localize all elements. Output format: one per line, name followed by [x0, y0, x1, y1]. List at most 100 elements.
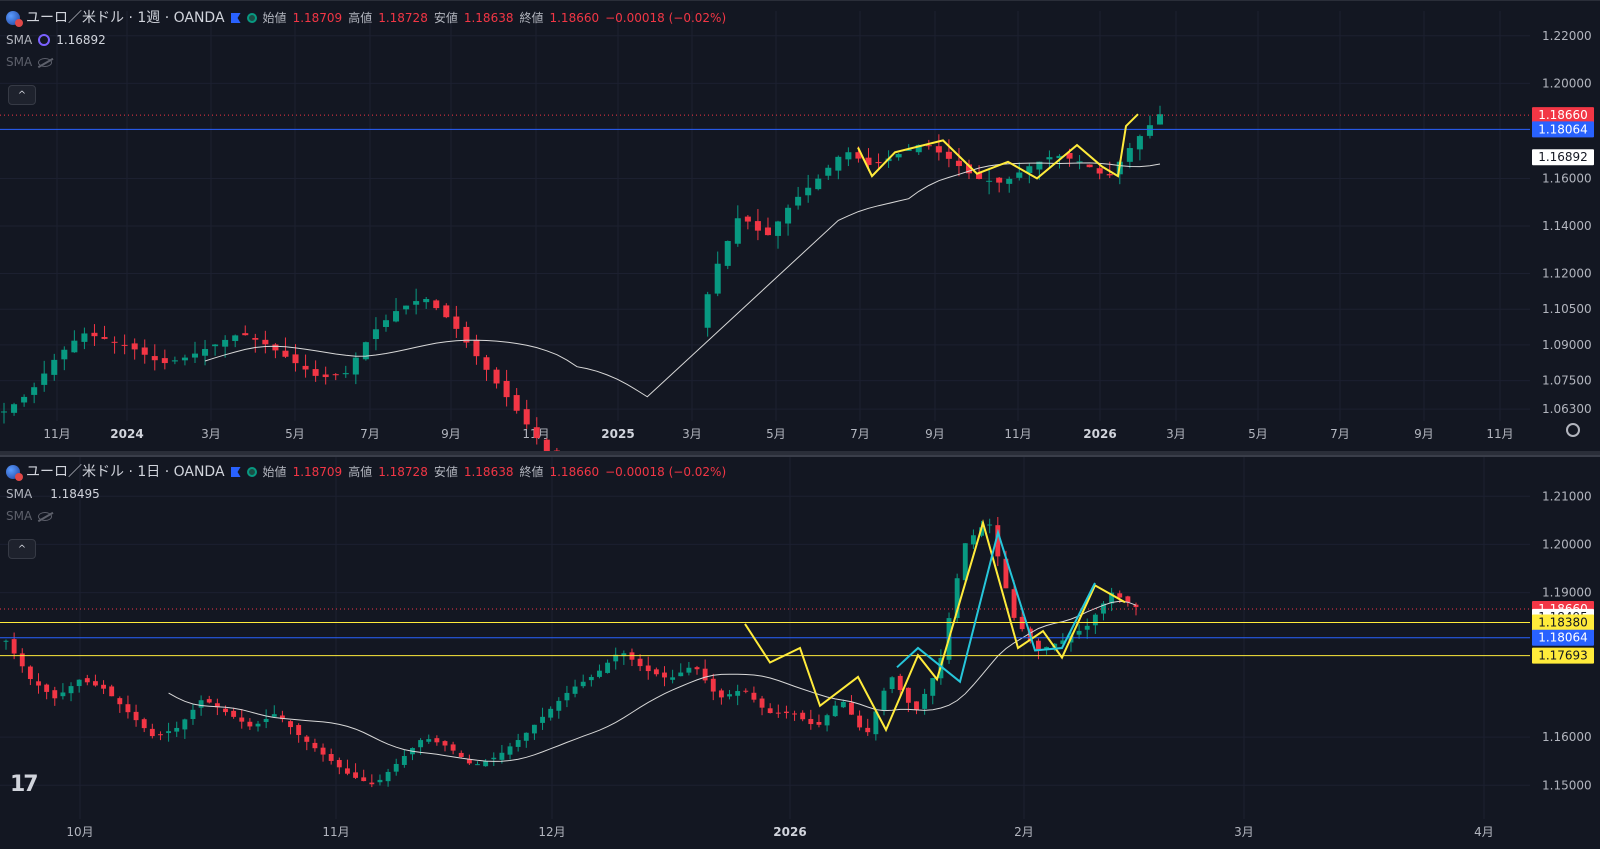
low-value: 1.18638 [463, 465, 514, 479]
candle-body [3, 640, 9, 642]
weekly-chart-pane[interactable]: 1.22000 1.20000 1.16000 1.14000 1.12000 1.105… [0, 0, 1600, 454]
x-tick-label: 12月 [538, 825, 565, 839]
candle-body [475, 764, 480, 766]
candle-body [483, 357, 490, 370]
y-tick-label: 1.16000 [1542, 730, 1592, 744]
candle-body [352, 357, 359, 375]
y-tick-label: 1.16000 [1542, 171, 1592, 185]
candle-body [515, 740, 521, 747]
x-tick-label: 9月 [925, 427, 945, 441]
candle-body [149, 728, 155, 737]
candle-body [181, 357, 188, 361]
daily-chart-pane[interactable]: 1.21000 1.20000 1.19000 1.16000 1.15000 10月 11… [0, 455, 1600, 849]
open-value: 1.18709 [292, 465, 343, 479]
candle-body [19, 653, 25, 667]
candle-body [190, 709, 196, 720]
candle-body [68, 686, 74, 694]
candle-body [824, 715, 830, 726]
open-value: 1.18709 [292, 11, 343, 25]
close-label: 終値 [519, 465, 544, 479]
weekly-chart-canvas[interactable]: 1.22000 1.20000 1.16000 1.14000 1.12000 1.105… [0, 1, 1600, 454]
candle-body [889, 677, 895, 690]
candle-body [962, 543, 968, 581]
high-label: 高値 [348, 11, 373, 25]
sma-indicator-1[interactable]: SMA 1.18495 [6, 483, 726, 505]
candle-body [523, 409, 530, 425]
candle-body [965, 164, 973, 174]
candle-body [36, 681, 41, 686]
hidden-eye-icon[interactable] [38, 511, 53, 521]
candle-body [805, 187, 812, 196]
sma-indicator-1[interactable]: SMA 1.16892 [6, 29, 726, 51]
symbol-title[interactable]: ユーロ／米ドル · 1週 · OANDA [26, 10, 225, 26]
candle-body [548, 708, 554, 718]
daily-chart-canvas[interactable]: 1.21000 1.20000 1.19000 1.16000 1.15000 10月 11… [0, 457, 1600, 849]
candle-body [979, 527, 984, 536]
candle-body [252, 337, 259, 340]
candle-body [239, 717, 245, 722]
candle-body [117, 698, 123, 705]
tradingview-logo[interactable]: 17 [10, 772, 39, 797]
candle-body [800, 712, 806, 720]
candle-body [453, 316, 460, 329]
candle-body [206, 699, 212, 703]
y-tick-label: 1.22000 [1542, 29, 1592, 43]
candle-body [401, 755, 407, 765]
candle-body [231, 710, 237, 717]
candle-body [345, 768, 350, 774]
candle-body [1003, 558, 1009, 589]
sma-indicator-2[interactable]: SMA [6, 505, 726, 527]
candle-body [1036, 640, 1041, 651]
sma-indicator-2[interactable]: SMA [6, 51, 726, 73]
open-label: 始値 [262, 11, 287, 25]
candle-body [161, 358, 168, 364]
candle-body [11, 639, 17, 654]
candle-body [423, 298, 430, 303]
candle-body [377, 779, 383, 783]
candle-body [686, 667, 692, 673]
candle-body [995, 525, 1001, 557]
candle-body [247, 721, 253, 727]
candle-body [223, 708, 228, 713]
x-tick-label: 2026 [773, 825, 806, 839]
candle-body [873, 711, 879, 735]
candle-body [1026, 166, 1033, 174]
candle-body [382, 320, 389, 327]
x-tick-label: 7月 [360, 427, 380, 441]
daily-legend: ユーロ／米ドル · 1日 · OANDA 始値 1.18709 高値 1.18728… [6, 461, 726, 527]
candle-body [1101, 603, 1106, 614]
candle-body [523, 732, 529, 741]
candle-body [840, 701, 846, 708]
hidden-eye-icon[interactable] [38, 57, 53, 67]
sma-line [168, 600, 1137, 762]
sma-label: SMA [6, 487, 33, 501]
settings-gear-icon[interactable] [1566, 423, 1580, 437]
candle-body [202, 349, 209, 356]
legend-collapse-button[interactable]: ^ [8, 85, 36, 105]
x-tick-label: 3月 [1234, 825, 1254, 839]
candle-body [987, 524, 993, 526]
x-tick-label: 7月 [850, 427, 870, 441]
flag-icon[interactable] [230, 13, 241, 23]
candle-body [282, 350, 289, 357]
legend-collapse-button[interactable]: ^ [8, 539, 36, 559]
candle-body [212, 344, 219, 347]
candle-body [336, 759, 342, 768]
candle-body [930, 678, 936, 696]
close-label: 終値 [519, 11, 544, 25]
candle-body [1036, 161, 1043, 170]
candle-body [702, 668, 708, 681]
candle-body [816, 721, 822, 725]
candle-body [41, 373, 48, 385]
candle-body [491, 757, 497, 760]
candle-body [759, 698, 765, 708]
candle-body [533, 427, 540, 439]
candle-body [970, 535, 976, 545]
y-tick-label: 1.21000 [1542, 489, 1592, 503]
candle-body [151, 356, 158, 361]
flag-icon[interactable] [230, 467, 241, 477]
pane-separator[interactable] [0, 451, 1600, 455]
candle-body [27, 666, 33, 680]
symbol-title[interactable]: ユーロ／米ドル · 1日 · OANDA [26, 464, 225, 480]
candle-body [442, 741, 448, 746]
